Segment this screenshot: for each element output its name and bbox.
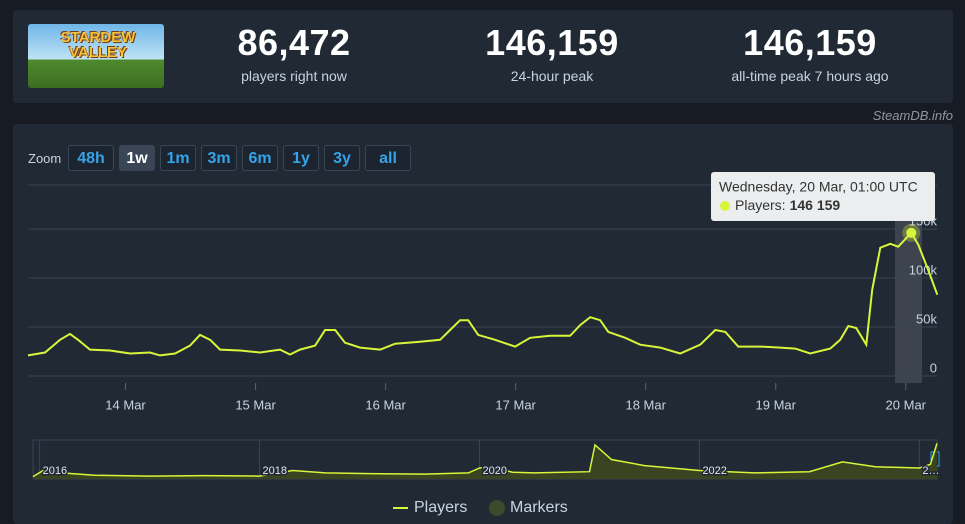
navigator-line xyxy=(32,443,938,478)
navigator-tick-label: 2… xyxy=(922,465,939,477)
navigator-area xyxy=(33,443,937,479)
navigator-tick-label: 2022 xyxy=(702,465,726,477)
stat-label: players right now xyxy=(241,68,347,84)
tooltip-title: Wednesday, 20 Mar, 01:00 UTC xyxy=(719,179,918,195)
navigator-tick-label: 2016 xyxy=(43,465,67,477)
stat: 146,159 24-hour peak xyxy=(432,22,672,84)
y-tick-label: 50k xyxy=(916,311,937,326)
zoom-button[interactable]: 1w xyxy=(119,145,155,171)
y-tick-label: 0 xyxy=(930,360,937,375)
tooltip xyxy=(711,172,935,221)
zoom-label: Zoom xyxy=(28,151,62,166)
zoom-button[interactable]: all xyxy=(365,145,411,171)
legend-swatch xyxy=(489,500,505,516)
zoom-button[interactable]: 3m xyxy=(201,145,237,171)
zoom-button[interactable]: 1y xyxy=(283,145,319,171)
zoom-button[interactable]: 6m xyxy=(242,145,278,171)
stat-label: 24-hour peak xyxy=(510,68,594,84)
navigator-tick-label: 2018 xyxy=(263,465,287,477)
stat: 86,472 players right now xyxy=(174,22,414,84)
x-tick-label: 15 Mar xyxy=(235,397,276,412)
tooltip-value: 146 159 xyxy=(790,197,841,213)
zoom-button[interactable]: 3y xyxy=(324,145,360,171)
data-line xyxy=(27,231,939,357)
game-logo: STARDEW VALLEY xyxy=(28,24,164,88)
logo-line: STARDEW xyxy=(60,29,136,46)
zoom-button[interactable]: 48h xyxy=(68,145,114,171)
x-tick-label: 17 Mar xyxy=(495,397,536,412)
tooltip-label: Players: 146 159 xyxy=(735,197,840,213)
logo-line: VALLEY xyxy=(68,44,128,61)
stat: 146,159 all-time peak 7 hours ago xyxy=(690,22,930,84)
stat-value: 146,159 xyxy=(485,22,619,63)
y-tick-label: 100k xyxy=(909,262,938,277)
source-link[interactable]: SteamDB.info xyxy=(872,108,953,123)
x-tick-label: 14 Mar xyxy=(105,397,146,412)
stats-card xyxy=(13,10,953,103)
legend-label: Markers xyxy=(510,499,568,516)
tooltip-series: Players: xyxy=(735,197,786,213)
x-tick-label: 20 Mar xyxy=(886,397,927,412)
stat-label: all-time peak 7 hours ago xyxy=(731,68,889,84)
x-tick-label: 18 Mar xyxy=(625,397,666,412)
zoom-button[interactable]: 1m xyxy=(160,145,196,171)
x-tick-label: 16 Mar xyxy=(365,397,406,412)
navigator-tick-label: 2020 xyxy=(483,465,507,477)
logo-text: STARDEW VALLEY xyxy=(38,30,158,60)
stat-value: 86,472 xyxy=(237,22,351,63)
legend-label: Players xyxy=(414,499,467,516)
hover-point xyxy=(906,227,917,238)
tooltip-dot xyxy=(720,201,730,211)
stat-value: 146,159 xyxy=(743,22,877,63)
x-tick-label: 19 Mar xyxy=(756,397,797,412)
